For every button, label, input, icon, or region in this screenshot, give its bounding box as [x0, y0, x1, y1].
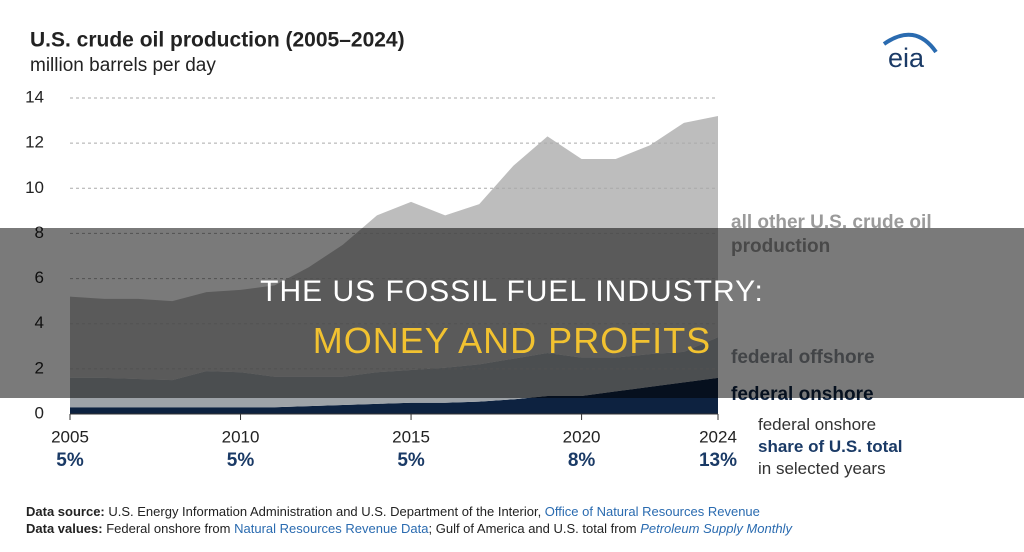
share-note-line: in selected years	[758, 459, 886, 478]
footnote-text: U.S. Energy Information Administration a…	[104, 504, 545, 519]
x-tick-label: 2010	[222, 427, 260, 446]
chart-subtitle: million barrels per day	[30, 55, 216, 76]
x-tick-label: 2020	[563, 427, 601, 446]
y-tick-label: 10	[25, 178, 44, 197]
logo-swoosh	[882, 32, 938, 54]
y-tick-label: 12	[25, 133, 44, 152]
share-note-line: share of U.S. total	[758, 437, 903, 456]
share-note: federal onshore share of U.S. total in sel…	[758, 414, 903, 480]
footnote-text: ; Gulf of America and U.S. total from	[428, 521, 641, 536]
logo: eia	[888, 43, 925, 73]
area	[70, 377, 718, 414]
footnote-link[interactable]: Natural Resources Revenue Data	[234, 521, 429, 536]
y-tick-label: 14	[25, 87, 44, 106]
chart-title: U.S. crude oil production (2005–2024)	[30, 29, 405, 52]
share-label: 13%	[699, 450, 737, 471]
footnote: Data source: U.S. Energy Information Adm…	[26, 504, 760, 519]
footnote-key: Data source:	[26, 504, 105, 519]
footnote-link[interactable]: Petroleum Supply Monthly	[640, 521, 792, 536]
share-label: 5%	[227, 450, 255, 471]
x-tick-label: 2005	[51, 427, 89, 446]
share-label: 8%	[568, 450, 596, 471]
y-tick-label: 0	[35, 403, 44, 422]
x-tick-label: 2015	[392, 427, 430, 446]
banner-line: MONEY AND PROFITS	[312, 320, 712, 361]
share-label: 5%	[397, 450, 425, 471]
footnote-key: Data values:	[26, 521, 103, 536]
x-tick-label: 2024	[699, 427, 737, 446]
share-note-line: federal onshore	[758, 415, 877, 434]
footnote-link[interactable]: Office of Natural Resources Revenue	[544, 504, 760, 519]
footnote-text: Federal onshore from	[102, 521, 235, 536]
banner-overlay	[0, 228, 1024, 398]
footnote: Data values: Federal onshore from Natura…	[26, 521, 792, 536]
banner-line: THE US FOSSIL FUEL INDUSTRY:	[260, 275, 764, 308]
share-label: 5%	[56, 450, 84, 471]
